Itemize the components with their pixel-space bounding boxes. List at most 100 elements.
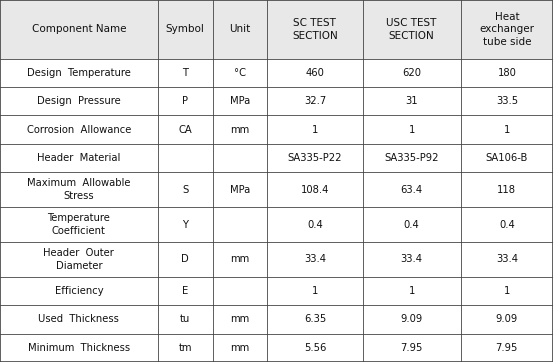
Text: mm: mm (230, 125, 249, 135)
Text: SA106-B: SA106-B (486, 153, 528, 163)
Bar (158, 0, 212, 59)
Bar (0, 305, 158, 334)
Text: 180: 180 (498, 68, 517, 78)
Bar (212, 115, 267, 144)
Bar (158, 334, 212, 362)
Text: MPa: MPa (229, 96, 250, 106)
Text: Header  Material: Header Material (37, 153, 121, 163)
Text: 1: 1 (409, 286, 415, 296)
Text: Y: Y (182, 219, 188, 230)
Text: USC TEST
SECTION: USC TEST SECTION (387, 18, 437, 41)
Text: 9.09: 9.09 (400, 315, 422, 324)
Text: 33.5: 33.5 (496, 96, 518, 106)
Bar (158, 277, 212, 305)
Bar (363, 115, 461, 144)
Text: SC TEST
SECTION: SC TEST SECTION (292, 18, 338, 41)
Bar (461, 59, 553, 87)
Text: 5.56: 5.56 (304, 343, 326, 353)
Bar (267, 207, 363, 242)
Bar (461, 305, 553, 334)
Bar (461, 87, 553, 115)
Bar (0, 242, 158, 277)
Bar (267, 0, 363, 59)
Bar (363, 334, 461, 362)
Text: Temperature
Coefficient: Temperature Coefficient (48, 213, 110, 236)
Text: 1: 1 (312, 125, 318, 135)
Bar (212, 334, 267, 362)
Bar (212, 305, 267, 334)
Bar (363, 0, 461, 59)
Text: 0.4: 0.4 (307, 219, 323, 230)
Text: 108.4: 108.4 (301, 185, 329, 195)
Text: Corrosion  Allowance: Corrosion Allowance (27, 125, 131, 135)
Bar (158, 207, 212, 242)
Text: 6.35: 6.35 (304, 315, 326, 324)
Bar (212, 207, 267, 242)
Text: 1: 1 (312, 286, 318, 296)
Bar (0, 144, 158, 172)
Bar (363, 172, 461, 207)
Text: 7.95: 7.95 (495, 343, 518, 353)
Bar (267, 115, 363, 144)
Text: Design  Pressure: Design Pressure (37, 96, 121, 106)
Text: tm: tm (179, 343, 192, 353)
Text: T: T (182, 68, 188, 78)
Bar (461, 172, 553, 207)
Bar (0, 172, 158, 207)
Text: 33.4: 33.4 (304, 254, 326, 264)
Text: mm: mm (230, 315, 249, 324)
Bar (363, 87, 461, 115)
Text: P: P (182, 96, 188, 106)
Text: Minimum  Thickness: Minimum Thickness (28, 343, 130, 353)
Text: Component Name: Component Name (32, 24, 126, 34)
Text: Unit: Unit (229, 24, 251, 34)
Bar (267, 59, 363, 87)
Bar (0, 0, 158, 59)
Bar (212, 144, 267, 172)
Text: tu: tu (180, 315, 190, 324)
Bar (0, 59, 158, 87)
Bar (363, 59, 461, 87)
Text: Symbol: Symbol (166, 24, 205, 34)
Text: SA335-P22: SA335-P22 (288, 153, 342, 163)
Bar (0, 334, 158, 362)
Bar (461, 277, 553, 305)
Bar (267, 144, 363, 172)
Bar (267, 277, 363, 305)
Bar (267, 172, 363, 207)
Bar (461, 144, 553, 172)
Bar (212, 0, 267, 59)
Text: Efficiency: Efficiency (55, 286, 103, 296)
Bar (363, 277, 461, 305)
Text: D: D (181, 254, 189, 264)
Bar (212, 242, 267, 277)
Bar (158, 115, 212, 144)
Bar (212, 277, 267, 305)
Bar (461, 207, 553, 242)
Text: 460: 460 (305, 68, 324, 78)
Text: 9.09: 9.09 (495, 315, 518, 324)
Bar (158, 59, 212, 87)
Text: 32.7: 32.7 (304, 96, 326, 106)
Bar (363, 242, 461, 277)
Text: 0.4: 0.4 (404, 219, 420, 230)
Bar (267, 242, 363, 277)
Text: Heat
exchanger
tube side: Heat exchanger tube side (479, 12, 534, 47)
Text: 31: 31 (405, 96, 418, 106)
Text: 1: 1 (409, 125, 415, 135)
Text: Maximum  Allowable
Stress: Maximum Allowable Stress (27, 178, 131, 201)
Text: Used  Thickness: Used Thickness (39, 315, 119, 324)
Text: 0.4: 0.4 (499, 219, 515, 230)
Bar (212, 59, 267, 87)
Bar (363, 144, 461, 172)
Bar (0, 87, 158, 115)
Bar (461, 242, 553, 277)
Bar (461, 115, 553, 144)
Text: Header  Outer
Diameter: Header Outer Diameter (44, 248, 114, 271)
Text: mm: mm (230, 254, 249, 264)
Text: 118: 118 (497, 185, 517, 195)
Bar (212, 172, 267, 207)
Text: 1: 1 (504, 286, 510, 296)
Text: mm: mm (230, 343, 249, 353)
Bar (158, 172, 212, 207)
